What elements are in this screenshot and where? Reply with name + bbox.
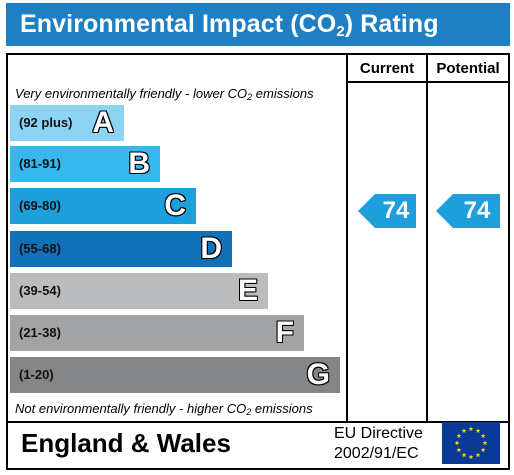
eu-star-icon xyxy=(482,440,488,446)
divider-potential xyxy=(426,55,428,421)
band-letter: A xyxy=(92,106,114,139)
band-d: (55-68) D xyxy=(10,231,232,267)
band-e: (39-54) E xyxy=(10,273,268,309)
rating-frame: Current Potential Very environmentally f… xyxy=(6,53,510,423)
band-letter: F xyxy=(275,316,294,349)
band-range-label: (1-20) xyxy=(19,367,54,382)
eu-star-icon xyxy=(461,452,467,458)
directive-line-1: EU Directive xyxy=(334,425,423,442)
chart-title: Environmental Impact (CO2) Rating xyxy=(20,10,439,40)
eu-star-icon xyxy=(475,428,481,433)
band-letter: E xyxy=(237,274,258,307)
eu-star-icon xyxy=(461,428,467,433)
eu-star-icon xyxy=(454,440,460,446)
divider-current xyxy=(346,55,348,421)
eu-star-icon xyxy=(456,447,462,453)
current-rating-arrow: 74 xyxy=(358,194,416,228)
band-a: (92 plus) A xyxy=(10,105,124,141)
eu-star-icon xyxy=(475,452,481,458)
band-range-label: (81-91) xyxy=(19,156,61,171)
eu-star-icon xyxy=(468,426,474,432)
band-g: (1-20) G xyxy=(10,357,340,393)
title-bar: Environmental Impact (CO2) Rating xyxy=(6,3,510,46)
footer: England & Wales EU Directive 2002/91/EC xyxy=(6,419,510,470)
band-letter: B xyxy=(128,147,150,180)
band-f: (21-38) F xyxy=(10,315,304,351)
eu-star-icon xyxy=(480,447,486,453)
band-range-label: (39-54) xyxy=(19,283,61,298)
eu-star-icon xyxy=(456,433,462,439)
band-range-label: (21-38) xyxy=(19,325,61,340)
band-range-label: (55-68) xyxy=(19,241,61,256)
band-range-label: (92 plus) xyxy=(19,115,73,130)
band-letter: D xyxy=(200,232,222,265)
current-rating-value: 74 xyxy=(382,197,410,224)
caption-bottom: Not environmentally friendly - higher CO… xyxy=(15,401,313,417)
band-letter: C xyxy=(164,189,186,222)
eu-star-icon xyxy=(480,433,486,439)
caption-top: Very environmentally friendly - lower CO… xyxy=(15,86,314,102)
eu-flag-icon xyxy=(442,422,500,464)
potential-rating-arrow: 74 xyxy=(436,194,500,228)
country-label: England & Wales xyxy=(21,428,231,458)
band-range-label: (69-80) xyxy=(19,198,61,213)
eu-star-icon xyxy=(468,454,474,460)
column-header-current: Current xyxy=(359,60,415,77)
eu-directive: EU Directive 2002/91/EC xyxy=(334,424,423,464)
band-c: (69-80) C xyxy=(10,188,196,224)
band-letter: G xyxy=(306,358,330,391)
band-b: (81-91) B xyxy=(10,146,160,182)
potential-rating-value: 74 xyxy=(463,197,491,224)
column-header-potential: Potential xyxy=(436,60,500,77)
directive-line-2: 2002/91/EC xyxy=(334,445,419,462)
header-divider xyxy=(348,81,508,83)
